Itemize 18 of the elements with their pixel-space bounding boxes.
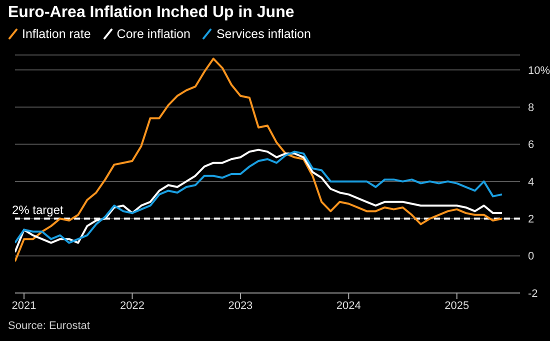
ref-line-label: 2% target [12, 203, 64, 218]
x-tick-label: 2023 [228, 300, 253, 312]
y-tick-label: 10% [528, 64, 550, 77]
y-tick-label: -2 [528, 288, 538, 300]
legend-label: Services inflation [216, 27, 311, 41]
x-tick-label: 2024 [336, 300, 361, 312]
x-tick-label: 2021 [12, 300, 36, 312]
y-tick-label: 6 [528, 139, 534, 152]
y-tick-label: 2 [528, 214, 534, 226]
x-tick-label: 2025 [444, 300, 470, 312]
source-note: Source: Eurostat [8, 320, 90, 332]
x-tick-label: 2022 [120, 300, 144, 312]
legend-label: Core inflation [116, 27, 190, 41]
y-tick-label: 0 [528, 250, 534, 263]
y-tick-label: 4 [528, 176, 534, 188]
legend-label: Inflation rate [22, 27, 91, 41]
chart-title: Euro-Area Inflation Inched Up in June [8, 4, 294, 22]
y-tick-label: 8 [528, 102, 534, 114]
